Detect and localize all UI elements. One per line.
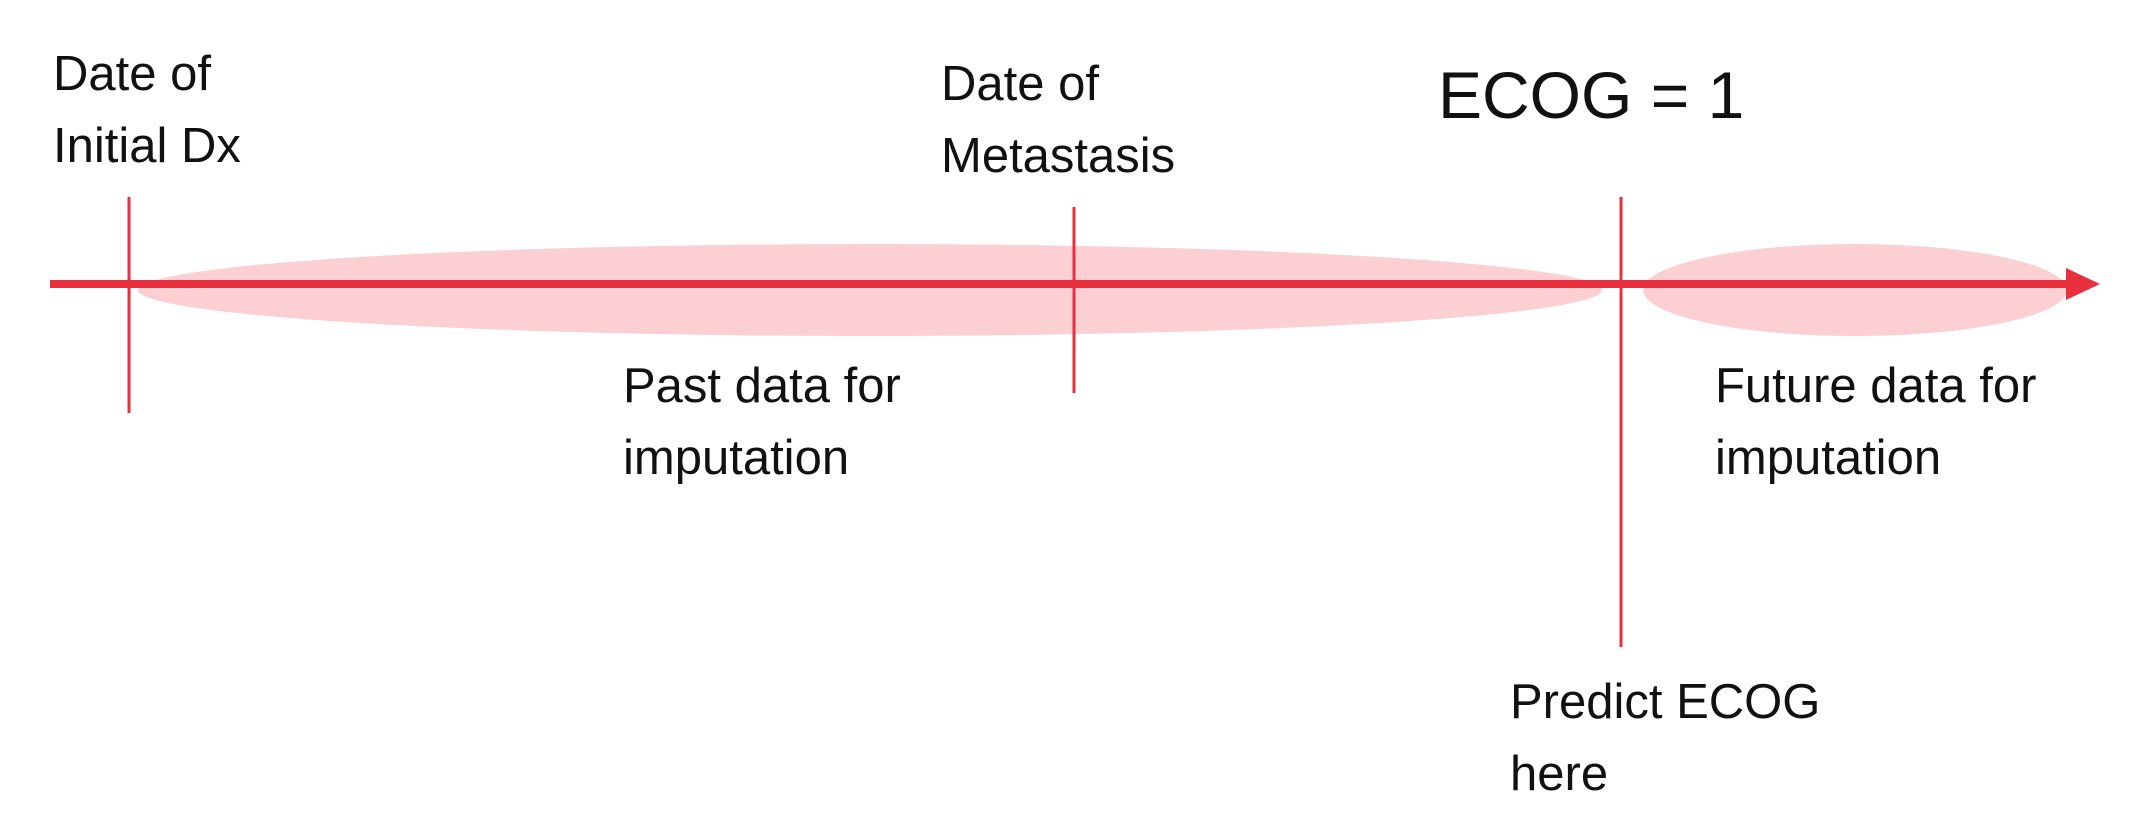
metastasis-label-line1: Date of <box>941 57 1099 111</box>
timeline-arrowhead <box>2066 268 2100 300</box>
initial-dx-label-line1: Date of <box>53 47 211 101</box>
predict-label-line2: here <box>1510 747 1609 801</box>
past-data-label-line2: imputation <box>623 431 850 485</box>
past-data-label-line1: Past data for <box>623 359 901 413</box>
future-data-label: Future data for imputation <box>1715 350 2036 494</box>
future-data-label-line1: Future data for <box>1715 359 2037 413</box>
ecog-value-label: ECOG = 1 <box>1438 55 1744 135</box>
initial-dx-label: Date of Initial Dx <box>53 38 241 182</box>
past-data-label: Past data for imputation <box>623 350 901 494</box>
metastasis-label: Date of Metastasis <box>941 48 1175 192</box>
predict-label: Predict ECOG here <box>1510 666 1820 810</box>
metastasis-label-line2: Metastasis <box>941 129 1176 183</box>
past-data-region <box>138 244 1602 336</box>
future-data-region <box>1643 244 2067 336</box>
initial-dx-label-line2: Initial Dx <box>53 119 241 173</box>
predict-label-line1: Predict ECOG <box>1510 675 1821 729</box>
future-data-label-line2: imputation <box>1715 431 1942 485</box>
ecog-value-text: ECOG = 1 <box>1438 58 1745 132</box>
